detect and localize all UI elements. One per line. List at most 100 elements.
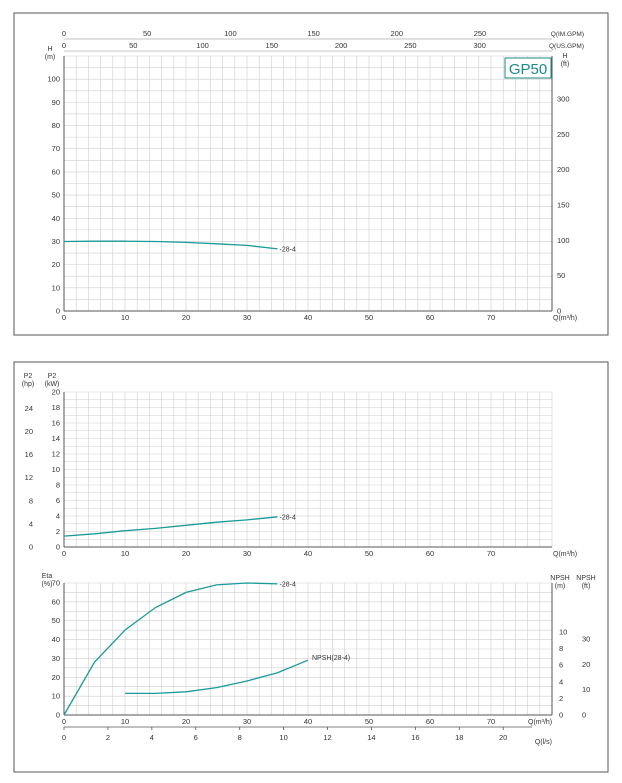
us-tick: 200	[335, 41, 348, 50]
hp-tick: 24	[25, 404, 33, 413]
eff-x-tick: 30	[243, 717, 251, 726]
eff-y-tick: 50	[52, 616, 60, 625]
eff-x-tick: 20	[182, 717, 190, 726]
eff-y-tick: 60	[52, 597, 60, 606]
us-tick: 100	[196, 41, 209, 50]
kw-label: P2 (kW)	[45, 373, 60, 388]
eff-y-label: Eta (%)	[42, 573, 53, 588]
ls-tick: 12	[323, 733, 331, 742]
kw-tick: 12	[52, 450, 60, 459]
npsh-ft-label: NPSH (ft)	[576, 575, 595, 590]
head-x-tick: 30	[243, 313, 251, 322]
ls-axis-label: Q(l/s)	[535, 739, 552, 746]
hp-tick: 16	[25, 450, 33, 459]
kw-tick: 10	[52, 465, 60, 474]
eff-x-label: Q(m³/h)	[528, 719, 552, 726]
power-x-tick: 60	[426, 549, 434, 558]
hp-tick: 0	[29, 543, 33, 552]
ls-tick: 4	[150, 733, 154, 742]
npsh-ft-tick: 10	[582, 685, 590, 694]
head-ft-tick: 100	[557, 236, 570, 245]
us-tick: 0	[62, 41, 66, 50]
power-x-tick: 50	[365, 549, 373, 558]
power-efficiency-panel: 0 10 20 30 40 50 60 70 Q(m³/h)024681012141618200…	[13, 361, 609, 773]
power-x-tick: 20	[182, 549, 190, 558]
kw-tick: 20	[52, 388, 60, 397]
npsh-m-tick: 10	[559, 628, 567, 637]
eff-x-tick: 60	[426, 717, 434, 726]
head-y-tick: 80	[52, 121, 60, 130]
head-y-tick: 20	[52, 260, 60, 269]
head-x-label: Q(m³/h)	[553, 315, 577, 322]
eff-curve-28-4	[63, 582, 278, 716]
head-x-tick: 10	[121, 313, 129, 322]
model-badge-frame	[504, 57, 552, 79]
imp-tick: 150	[307, 29, 320, 38]
ls-tick: 14	[367, 733, 375, 742]
npsh-ft-tick: 20	[582, 660, 590, 669]
eff-y-tick: 10	[52, 692, 60, 701]
ls-tick: 16	[411, 733, 419, 742]
head-y-tick: 50	[52, 191, 60, 200]
hp-tick: 4	[29, 519, 33, 528]
npsh-m-tick: 8	[559, 644, 563, 653]
kw-tick: 8	[56, 481, 60, 490]
head-ft-tick: 300	[557, 95, 570, 104]
eff-x-tick: 40	[304, 717, 312, 726]
ls-tick: 0	[62, 733, 66, 742]
ls-tick: 18	[455, 733, 463, 742]
ls-tick: 20	[499, 733, 507, 742]
kw-tick: 2	[56, 527, 60, 536]
npsh-m-tick: 2	[559, 694, 563, 703]
power-curve-28-4	[63, 516, 278, 537]
npsh-m-label: NPSH (m)	[550, 575, 569, 590]
ls-tick: 6	[194, 733, 198, 742]
eff-y-tick: 30	[52, 654, 60, 663]
head-ft-tick: 150	[557, 201, 570, 210]
power-x-tick: 70	[487, 549, 495, 558]
imp-tick: 50	[143, 29, 151, 38]
power-series-label: -28-4	[280, 514, 296, 521]
us-tick: 50	[129, 41, 137, 50]
head-y-tick: 100	[47, 75, 60, 84]
model-badge: GP50	[509, 61, 547, 78]
power-x-tick: 0	[62, 549, 66, 558]
head-x-tick: 20	[182, 313, 190, 322]
head-y-tick: 90	[52, 98, 60, 107]
eff-x-tick: 50	[365, 717, 373, 726]
head-y-tick: 70	[52, 144, 60, 153]
us-axis-label: Q(US.GPM)	[549, 43, 584, 50]
power-x-tick: 10	[121, 549, 129, 558]
head-y-tick: 30	[52, 237, 60, 246]
npsh-m-tick: 6	[559, 661, 563, 670]
imp-tick: 0	[62, 29, 66, 38]
kw-tick: 6	[56, 496, 60, 505]
imp-tick: 100	[224, 29, 237, 38]
power-x-tick: 40	[304, 549, 312, 558]
head-ft-tick: 200	[557, 165, 570, 174]
imp-tick: 250	[474, 29, 487, 38]
eff-x-tick: 0	[62, 717, 66, 726]
us-tick: 250	[404, 41, 417, 50]
us-tick: 300	[473, 41, 486, 50]
eff-y-tick: 0	[56, 711, 60, 720]
head-y-tick: 0	[56, 307, 60, 316]
kw-tick: 18	[52, 403, 60, 412]
kw-tick: 0	[56, 543, 60, 552]
eff-series-label: -28-4	[280, 581, 296, 588]
imp-tick: 200	[391, 29, 404, 38]
us-tick: 150	[266, 41, 279, 50]
panel-frame	[13, 361, 609, 773]
head-x-tick: 0	[62, 313, 66, 322]
eff-y-tick: 40	[52, 635, 60, 644]
power-x-label: Q(m³/h)	[553, 551, 577, 558]
power-x-tick: 30	[243, 549, 251, 558]
npsh-ft-tick: 0	[582, 711, 586, 720]
head-x-tick: 70	[487, 313, 495, 322]
head-y-label: H (m)	[45, 46, 56, 61]
hp-tick: 20	[25, 427, 33, 436]
head-series-label: -28-4	[280, 246, 296, 253]
head-ft-tick: 250	[557, 130, 570, 139]
head-ft-tick: 50	[557, 271, 565, 280]
hp-tick: 8	[29, 496, 33, 505]
